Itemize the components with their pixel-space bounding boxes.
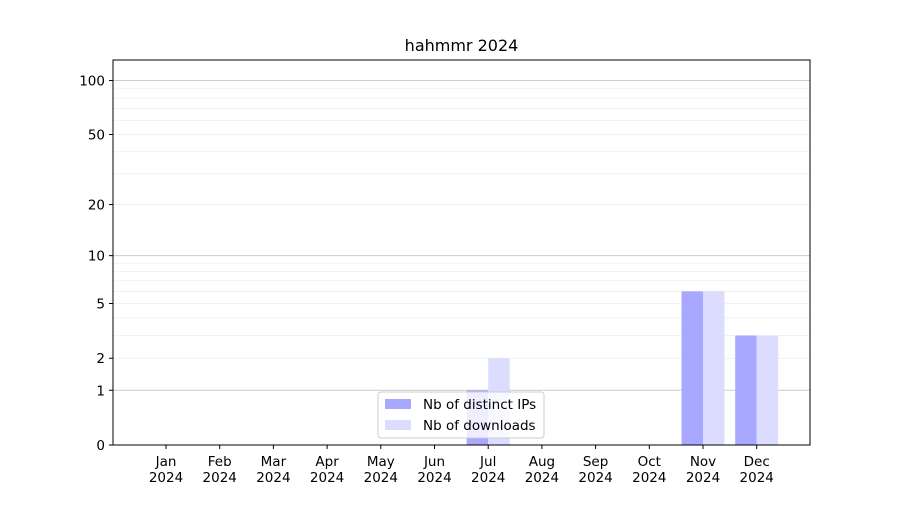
y-tick-label: 50 (88, 127, 105, 143)
x-tick-label-month: Feb (208, 454, 232, 470)
x-tick-label-month: Jan (155, 454, 177, 470)
x-tick-label-month: Apr (315, 454, 339, 470)
x-tick-label-year: 2024 (740, 470, 774, 486)
x-axis: Jan2024Feb2024Mar2024Apr2024May2024Jun20… (149, 445, 774, 486)
x-tick-label-year: 2024 (310, 470, 344, 486)
x-tick-label-year: 2024 (525, 470, 559, 486)
x-tick-label-year: 2024 (256, 470, 290, 486)
x-tick-label-month: Dec (744, 454, 770, 470)
x-tick-label-month: Mar (261, 454, 287, 470)
x-tick-label-month: Nov (690, 454, 716, 470)
legend-swatch-distinct-ips (385, 399, 411, 409)
bar-downloads (756, 335, 779, 445)
legend-label-distinct-ips: Nb of distinct IPs (423, 397, 536, 413)
x-tick-label-month: Jun (423, 454, 445, 470)
x-tick-label-month: Sep (583, 454, 608, 470)
plot-frame (112, 59, 811, 446)
y-tick-label: 5 (96, 297, 105, 313)
x-tick-label-year: 2024 (471, 470, 505, 486)
y-tick-label: 1 (96, 383, 105, 399)
y-axis: 0 1 2 5 10 20 50 100 (79, 74, 113, 454)
bar-distinct-ips (735, 335, 757, 445)
x-tick-label-year: 2024 (149, 470, 183, 486)
y-tick-label: 10 (88, 249, 105, 265)
x-tick-label-year: 2024 (686, 470, 720, 486)
bar-downloads (703, 291, 725, 445)
legend-swatch-downloads (385, 420, 411, 430)
x-tick-label-year: 2024 (417, 470, 451, 486)
x-tick-label-year: 2024 (364, 470, 398, 486)
legend-box (377, 391, 545, 439)
bar-distinct-ips (681, 291, 703, 445)
x-tick-label-year: 2024 (632, 470, 666, 486)
x-tick-label-month: Oct (638, 454, 661, 470)
x-tick-label-year: 2024 (578, 470, 612, 486)
legend-label-downloads: Nb of downloads (423, 418, 536, 434)
x-tick-label-month: Jul (479, 454, 496, 470)
y-tick-label: 100 (79, 74, 105, 90)
legend: Nb of distinct IPs Nb of downloads (377, 391, 545, 439)
x-tick-label-year: 2024 (203, 470, 237, 486)
x-tick-label-month: Aug (529, 454, 555, 470)
y-tick-label: 20 (88, 198, 105, 214)
y-tick-label: 2 (96, 351, 105, 367)
chart-title: hahmmr 2024 (405, 36, 519, 55)
bars (466, 291, 779, 445)
x-tick-label-month: May (367, 454, 395, 470)
y-tick-label: 0 (96, 438, 105, 454)
